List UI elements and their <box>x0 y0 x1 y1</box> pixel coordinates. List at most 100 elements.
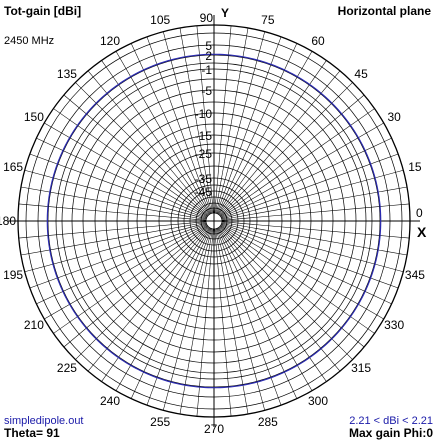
y-axis-marker: Y <box>221 6 230 20</box>
grid-spoke <box>220 108 375 217</box>
grid-spoke <box>24 222 207 272</box>
angle-label: 180 <box>0 214 16 228</box>
radial-label: -45 <box>195 185 213 199</box>
grid-spoke <box>220 225 375 334</box>
angle-label: 195 <box>3 268 23 282</box>
grid-spoke <box>44 224 208 320</box>
angle-label: 345 <box>405 268 425 282</box>
grid-spoke <box>219 82 353 216</box>
angle-label: 330 <box>384 318 404 332</box>
grid-spoke <box>215 228 249 415</box>
grid-spoke <box>179 228 213 415</box>
grid-spoke <box>216 36 282 214</box>
grid-spoke <box>221 221 410 239</box>
grid-spoke <box>130 228 211 399</box>
angle-label: 255 <box>150 415 170 429</box>
angle-labels: 0153045607590105120135150165180195210225… <box>0 11 425 436</box>
grid-spoke <box>24 170 207 220</box>
grid-spoke <box>87 70 210 216</box>
grid-spoke <box>215 27 249 214</box>
grid-spoke <box>221 186 408 220</box>
grid-spoke <box>218 227 327 382</box>
grid-spoke <box>217 43 298 214</box>
grid-spoke <box>220 224 384 320</box>
grid-spokes <box>18 25 410 417</box>
grid-spoke <box>220 122 384 218</box>
grid-spoke <box>146 228 212 406</box>
grid-spoke <box>217 228 298 399</box>
grid-spoke <box>18 203 207 221</box>
angle-label: 60 <box>311 34 325 48</box>
plane-label: Horizontal plane <box>337 4 431 18</box>
grid-spoke <box>53 225 208 334</box>
grid-spoke <box>196 25 214 214</box>
radial-label: -5 <box>201 84 212 98</box>
angle-label: 165 <box>3 160 23 174</box>
grid-spoke <box>115 227 211 391</box>
angle-label: 285 <box>258 415 278 429</box>
grid-spoke <box>221 203 410 221</box>
grid-spoke <box>214 25 232 214</box>
grid-spoke <box>20 222 207 256</box>
grid-spoke <box>53 108 208 217</box>
grid-spoke <box>20 186 207 220</box>
x-axis-marker: X <box>417 224 427 240</box>
radial-label: -15 <box>195 129 213 143</box>
grid-spoke <box>221 137 392 218</box>
grid-spoke <box>75 82 209 216</box>
grid-spoke <box>63 94 209 217</box>
grid-spoke <box>29 153 207 219</box>
grid-spoke <box>130 43 211 214</box>
grid-spoke <box>214 228 232 417</box>
grid-spoke <box>196 228 214 417</box>
gain-range-label: 2.21 < dBi < 2.21 <box>349 415 433 427</box>
radial-label: 2 <box>205 49 212 63</box>
angle-label: 240 <box>100 394 120 408</box>
grid-spoke <box>217 51 313 215</box>
gain-trace <box>46 53 382 389</box>
angle-label: 210 <box>24 318 44 332</box>
angle-label: 120 <box>100 34 120 48</box>
angle-label: 270 <box>204 422 224 436</box>
grid-spoke <box>218 70 341 216</box>
grid-spoke <box>221 170 404 220</box>
grid-spoke <box>219 225 365 348</box>
grid-spoke <box>75 226 209 360</box>
grid-spoke <box>29 223 207 289</box>
angle-label: 300 <box>308 394 328 408</box>
grid-spoke <box>216 228 282 406</box>
angle-label: 30 <box>387 110 401 124</box>
grid-spoke <box>146 36 212 214</box>
radial-label: -1 <box>201 63 212 77</box>
grid-spoke <box>163 31 213 214</box>
grid-spoke <box>221 222 404 272</box>
radial-label: -10 <box>195 107 213 121</box>
chart-title: Tot-gain [dBi] <box>4 4 82 18</box>
angle-label: 135 <box>57 67 77 81</box>
angle-label: 75 <box>261 13 275 27</box>
grid-spoke <box>218 60 327 215</box>
angle-label: 150 <box>24 110 44 124</box>
grid-spoke <box>101 60 210 215</box>
radial-labels: 52-1 -5 -10 -15 -25 -35-45 <box>195 39 213 199</box>
grid-spoke <box>215 31 265 214</box>
grid-spoke <box>115 51 211 215</box>
angle-label: 315 <box>351 361 371 375</box>
grid-spoke <box>218 226 341 372</box>
filename-label: simpledipole.out <box>4 415 84 427</box>
frequency-label: 2450 MHz <box>4 35 55 47</box>
grid-spoke <box>36 137 207 218</box>
radial-label: -25 <box>195 147 213 161</box>
grid-spoke <box>217 227 313 391</box>
grid-spoke <box>221 224 392 305</box>
grid-spoke <box>221 153 399 219</box>
grid-spoke <box>221 223 399 289</box>
axes-lines <box>8 15 420 427</box>
grid-spoke <box>215 228 265 411</box>
theta-label: Theta= 91 <box>4 426 60 440</box>
angle-label: 105 <box>150 13 170 27</box>
radial-label: 5 <box>205 39 212 53</box>
grid-spoke <box>221 222 408 256</box>
grid-spoke <box>44 122 208 218</box>
grid-spoke <box>63 225 209 348</box>
